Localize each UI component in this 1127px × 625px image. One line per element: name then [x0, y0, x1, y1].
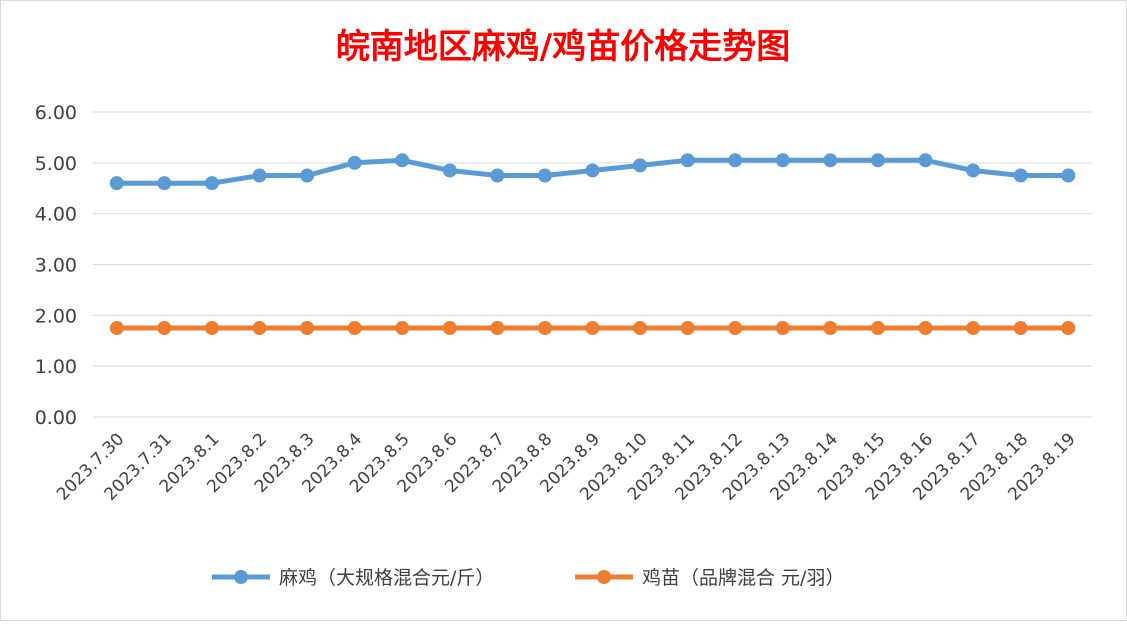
data-point: [585, 163, 600, 178]
y-tick-label: 1.00: [35, 356, 77, 378]
data-point: [680, 321, 695, 336]
data-point: [157, 321, 172, 336]
y-tick-label: 4.00: [35, 204, 77, 226]
data-point: [1013, 168, 1028, 183]
legend-swatch-dot-jimiao: [597, 570, 611, 584]
data-point: [966, 321, 981, 336]
data-point: [347, 155, 362, 170]
data-point: [537, 321, 552, 336]
data-point: [870, 321, 885, 336]
y-tick-label: 3.00: [35, 255, 77, 277]
data-point: [918, 321, 933, 336]
data-point: [633, 321, 648, 336]
chart-title: 皖南地区麻鸡/鸡苗价格走势图: [336, 27, 790, 67]
y-tick-label: 5.00: [35, 153, 77, 175]
data-point: [1061, 168, 1076, 183]
data-point: [728, 153, 743, 168]
data-point: [775, 153, 790, 168]
gridlines: [93, 111, 1092, 418]
legend-label-jimiao: 鸡苗（品牌混合 元/羽）: [642, 567, 844, 589]
data-point: [537, 168, 552, 183]
data-point: [442, 163, 457, 178]
data-point: [252, 321, 267, 336]
data-point: [490, 168, 505, 183]
data-point: [204, 321, 219, 336]
series-1: [109, 321, 1076, 336]
series-0: [109, 153, 1076, 191]
data-point: [157, 176, 172, 191]
data-point: [252, 168, 267, 183]
data-point: [633, 158, 648, 173]
data-point: [109, 321, 124, 336]
series-group: [109, 153, 1076, 336]
data-point: [300, 321, 315, 336]
data-point: [1061, 321, 1076, 336]
data-point: [870, 153, 885, 168]
data-point: [585, 321, 600, 336]
data-point: [442, 321, 457, 336]
data-point: [300, 168, 315, 183]
data-point: [775, 321, 790, 336]
legend-swatch-dot-maji: [234, 570, 248, 584]
data-point: [347, 321, 362, 336]
data-point: [395, 321, 410, 336]
y-axis-ticks: 0.00 1.00 2.00 3.00 4.00 5.00 6.00: [35, 102, 77, 429]
data-point: [1013, 321, 1028, 336]
data-point: [490, 321, 505, 336]
data-point: [966, 163, 981, 178]
legend-label-maji: 麻鸡（大规格混合元/斤）: [279, 567, 494, 589]
data-point: [823, 153, 838, 168]
y-tick-label: 0.00: [35, 407, 77, 429]
data-point: [109, 176, 124, 191]
data-point: [823, 321, 838, 336]
data-point: [680, 153, 695, 168]
y-tick-label: 6.00: [35, 102, 77, 124]
data-point: [204, 176, 219, 191]
data-point: [395, 153, 410, 168]
data-point: [918, 153, 933, 168]
data-point: [728, 321, 743, 336]
legend: 麻鸡（大规格混合元/斤） 鸡苗（品牌混合 元/羽）: [212, 567, 844, 589]
y-tick-label: 2.00: [35, 305, 77, 327]
